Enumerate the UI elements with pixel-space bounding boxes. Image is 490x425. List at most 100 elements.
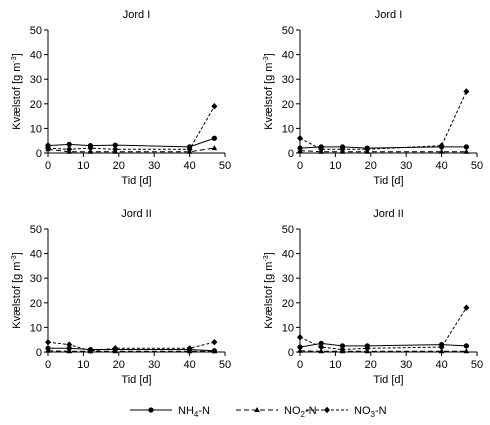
y-tick-label: 20 xyxy=(30,99,42,111)
y-tick-label: 10 xyxy=(30,123,42,135)
y-tick-label: 10 xyxy=(282,123,294,135)
y-tick-label: 0 xyxy=(288,148,294,160)
chart-panel-4: Jord II 0 10 20 30 40 50 0 10 20 30 40 50 Tid [d] Kvæl… xyxy=(263,208,483,386)
series-nh4-n xyxy=(45,135,217,150)
series-line xyxy=(47,147,215,153)
x-tick-label: 20 xyxy=(113,359,125,371)
y-axis-label: Kvælstof [g m-3] xyxy=(263,252,275,329)
data-point xyxy=(66,341,73,348)
y-tick-label: 10 xyxy=(282,322,294,334)
data-point xyxy=(45,347,51,353)
y-axis-label-superscript: -3 xyxy=(11,56,18,62)
y-axis-label: Kvælstof [g m-3] xyxy=(11,252,23,329)
data-point xyxy=(318,340,324,346)
data-point xyxy=(211,338,218,346)
data-point xyxy=(186,146,193,153)
series-line xyxy=(47,106,215,150)
chart-title: Jord I xyxy=(375,9,403,21)
data-point xyxy=(438,148,445,154)
y-tick-label: 50 xyxy=(282,25,294,37)
data-point xyxy=(112,142,118,148)
y-axis-label-superscript: -3 xyxy=(263,255,270,261)
y-tick-label: 0 xyxy=(36,347,42,359)
series-no3-n xyxy=(297,304,470,353)
x-tick-label: 10 xyxy=(77,160,89,172)
legend: NH4-N NO2-N NO3-N xyxy=(130,405,387,419)
data-point xyxy=(339,346,346,353)
x-tick-label: 20 xyxy=(113,160,125,172)
x-tick-label: 40 xyxy=(183,359,195,371)
legend-label-prefix: NO xyxy=(354,405,371,417)
y-axis-label-superscript: -3 xyxy=(11,255,18,261)
y-tick-label: 30 xyxy=(282,273,294,285)
legend-label-suffix: -N xyxy=(375,405,387,417)
y-axis-label-end: ] xyxy=(263,53,275,56)
data-point xyxy=(112,146,119,153)
x-tick-label: 0 xyxy=(297,359,303,371)
x-tick-label: 50 xyxy=(219,160,231,172)
data-point xyxy=(297,347,303,353)
y-tick-label: 40 xyxy=(30,249,42,261)
x-axis-label: Tid [d] xyxy=(121,175,151,187)
data-point xyxy=(318,343,325,351)
y-tick-label: 20 xyxy=(30,298,42,310)
x-tick-label: 0 xyxy=(45,160,51,172)
series-line xyxy=(299,91,467,150)
chart-panel-3: Jord II 0 10 20 30 40 50 0 10 20 30 40 50 Tid [d] Kvæl… xyxy=(11,208,231,386)
legend-marker xyxy=(254,407,260,412)
data-point xyxy=(211,103,218,110)
data-point xyxy=(297,135,303,142)
y-tick-label: 30 xyxy=(30,74,42,86)
legend-label-suffix: -N xyxy=(305,405,317,417)
series-line xyxy=(299,307,467,351)
x-tick-label: 10 xyxy=(77,359,89,371)
y-tick-label: 0 xyxy=(288,347,294,359)
data-point xyxy=(112,345,119,352)
data-point xyxy=(87,347,94,354)
x-tick-label: 50 xyxy=(471,160,483,172)
legend-label: NH4-N xyxy=(178,405,210,419)
y-tick-label: 40 xyxy=(282,249,294,261)
data-point xyxy=(364,146,371,153)
data-point xyxy=(438,142,445,149)
legend-label-prefix: NH xyxy=(178,405,194,417)
y-tick-label: 0 xyxy=(36,148,42,160)
chart-panel-1: Jord I 0 10 20 30 40 50 0 10 20 30 40 50 Tid [d] Kvæls… xyxy=(11,9,231,187)
x-tick-label: 30 xyxy=(400,160,412,172)
y-axis-label-end: ] xyxy=(263,252,275,255)
y-tick-label: 30 xyxy=(282,74,294,86)
x-tick-label: 10 xyxy=(329,160,341,172)
data-point xyxy=(211,135,217,141)
legend-marker xyxy=(148,407,154,413)
chart-title: Jord II xyxy=(373,208,404,220)
data-point xyxy=(66,146,73,153)
legend-item-no2-n: NO2-N xyxy=(236,405,317,419)
y-tick-label: 50 xyxy=(30,224,42,236)
x-tick-label: 0 xyxy=(297,160,303,172)
data-point xyxy=(45,144,51,152)
data-point xyxy=(463,343,469,349)
data-point xyxy=(339,146,346,153)
data-point xyxy=(339,343,346,349)
x-tick-label: 50 xyxy=(219,359,231,371)
y-axis-label-main: Kvælstof [g m xyxy=(11,262,23,329)
series-nh4-n xyxy=(297,340,469,350)
y-tick-label: 50 xyxy=(30,25,42,37)
x-tick-label: 30 xyxy=(148,359,160,371)
legend-label-prefix: NO xyxy=(284,405,301,417)
y-axis-label-main: Kvælstof [g m xyxy=(11,63,23,130)
y-axis-label: Kvælstof [g m-3] xyxy=(11,53,23,130)
data-point xyxy=(297,344,303,350)
legend-label: NO3-N xyxy=(354,405,387,419)
chart-title: Jord I xyxy=(123,9,151,21)
x-axis-label: Tid [d] xyxy=(121,374,151,386)
x-axis-label: Tid [d] xyxy=(373,374,403,386)
data-point xyxy=(211,145,218,151)
y-axis-label-main: Kvælstof [g m xyxy=(263,262,275,329)
x-tick-label: 10 xyxy=(329,359,341,371)
y-tick-label: 40 xyxy=(282,50,294,62)
data-point xyxy=(186,345,193,352)
x-tick-label: 30 xyxy=(400,359,412,371)
series-line xyxy=(47,341,215,352)
x-tick-label: 20 xyxy=(365,359,377,371)
